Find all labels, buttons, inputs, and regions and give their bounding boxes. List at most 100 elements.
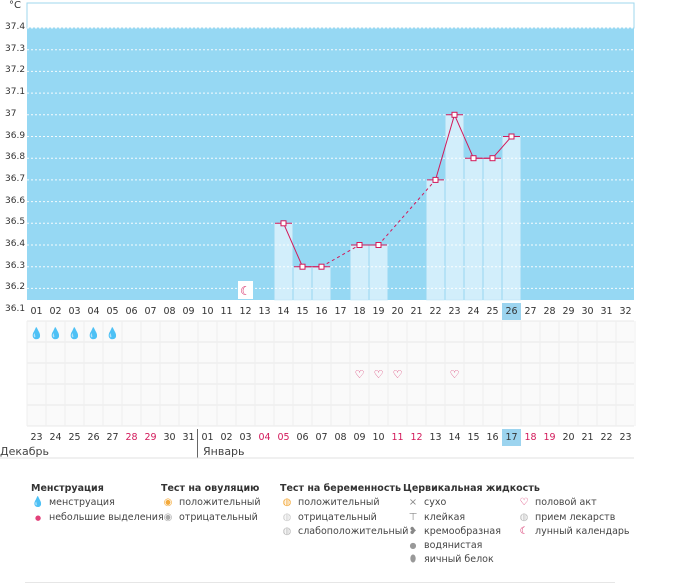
temperature-point-day-15 bbox=[299, 263, 306, 270]
watery-drop-icon: ● bbox=[409, 541, 417, 550]
legend-item-lunar: ☾ лунный календарь bbox=[517, 526, 630, 537]
date-label: 06 bbox=[296, 432, 309, 443]
temperature-column-day-18 bbox=[350, 244, 369, 301]
date-label: 14 bbox=[448, 432, 461, 443]
cycle-day-label: 09 bbox=[182, 306, 195, 317]
temperature-point-day-14 bbox=[280, 220, 287, 227]
legend-label: небольшие выделения bbox=[49, 512, 164, 523]
temperature-point-day-18 bbox=[356, 242, 363, 248]
dry-icon: × bbox=[408, 497, 418, 508]
legend-item-pregnancy-faint: ◍ слабоположительный bbox=[280, 526, 409, 537]
legend-title-ovulation-test: Тест на овуляцию bbox=[161, 483, 260, 494]
date-label: 09 bbox=[353, 432, 366, 443]
date-label: 30 bbox=[163, 432, 176, 443]
legend-label: половой акт bbox=[535, 497, 597, 508]
legend-label: положительный bbox=[298, 497, 380, 508]
y-tick-label: 36.4 bbox=[5, 239, 26, 249]
pill-icon: ◍ bbox=[519, 512, 529, 523]
y-tick-label: 37.1 bbox=[5, 87, 26, 98]
lunar-marker-bg bbox=[238, 281, 253, 299]
date-label: 29 bbox=[144, 432, 157, 443]
temperature-column-day-15 bbox=[293, 266, 312, 301]
cycle-day-label: 27 bbox=[524, 306, 537, 317]
date-label: 19 bbox=[543, 432, 556, 443]
date-label: 27 bbox=[106, 432, 119, 443]
date-label: 17 bbox=[502, 429, 521, 446]
date-label: 25 bbox=[68, 432, 81, 443]
cycle-day-label: 10 bbox=[201, 306, 214, 317]
legend-label: сухо bbox=[424, 497, 447, 508]
ovulation-positive-icon: ◉ bbox=[163, 497, 173, 508]
temperature-point-day-22 bbox=[432, 176, 439, 183]
cycle-day-label: 08 bbox=[163, 306, 176, 317]
cycle-day-label: 07 bbox=[144, 306, 157, 317]
date-label: 11 bbox=[391, 432, 404, 443]
egg-white-icon: ⬮ bbox=[409, 554, 417, 565]
cycle-day-label: 13 bbox=[258, 306, 271, 317]
temperature-point-day-23 bbox=[451, 111, 458, 118]
date-label: 28 bbox=[125, 432, 138, 443]
sticky-icon: ⊤ bbox=[408, 512, 418, 523]
plot-area bbox=[27, 28, 634, 300]
small-drop-icon: ● bbox=[34, 514, 42, 522]
cycle-day-label: 31 bbox=[600, 306, 613, 317]
legend-item-watery: ● водянистая bbox=[406, 540, 483, 551]
creamy-icon: ❥ bbox=[408, 526, 418, 537]
legend-label: кремообразная bbox=[424, 526, 501, 537]
date-label: 05 bbox=[277, 432, 290, 443]
cycle-day-label: 14 bbox=[277, 306, 290, 317]
cycle-day-label: 23 bbox=[448, 306, 461, 317]
heart-icon: ♡ bbox=[519, 497, 529, 508]
ovulation-negative-icon: ◉ bbox=[163, 512, 173, 523]
date-label: 31 bbox=[182, 432, 195, 443]
temperature-line-segment bbox=[321, 244, 360, 268]
menstruation-drop-icon: 💧 bbox=[68, 327, 82, 340]
date-label: 13 bbox=[429, 432, 442, 443]
legend-label: отрицательный bbox=[179, 512, 258, 523]
cycle-day-label: 26 bbox=[502, 303, 521, 320]
temperature-line-segment bbox=[454, 114, 474, 159]
cycle-day-label: 28 bbox=[543, 306, 556, 317]
cycle-day-label: 01 bbox=[30, 306, 43, 317]
cycle-day-label: 25 bbox=[486, 306, 499, 317]
legend-label: водянистая bbox=[424, 540, 483, 551]
y-tick-label: 36.7 bbox=[5, 173, 26, 184]
heart-icon: ♡ bbox=[393, 368, 403, 381]
menstruation-drop-icon: 💧 bbox=[30, 327, 44, 340]
date-label: 12 bbox=[410, 432, 423, 443]
temperature-line-segment bbox=[378, 179, 436, 246]
temperature-column-day-19 bbox=[369, 244, 388, 301]
menstruation-drop-icon: 💧 bbox=[31, 497, 45, 508]
y-tick-label: 37.2 bbox=[5, 65, 26, 76]
y-tick-label: 37 bbox=[5, 108, 17, 119]
y-tick-label: 36.3 bbox=[5, 260, 26, 271]
y-tick-label: 37.4 bbox=[5, 22, 26, 32]
date-label: 16 bbox=[486, 432, 499, 443]
y-tick-label: 36.5 bbox=[5, 217, 26, 228]
date-label: 20 bbox=[562, 432, 575, 443]
y-tick-label: 36.8 bbox=[5, 152, 26, 163]
date-label: 21 bbox=[581, 432, 594, 443]
legend-item-pregnancy-positive: ◍ положительный bbox=[280, 497, 380, 508]
chart-header-strip bbox=[26, 2, 635, 29]
cycle-day-label: 30 bbox=[581, 306, 594, 317]
temperature-line-segment bbox=[492, 136, 512, 159]
temperature-point-day-16 bbox=[318, 263, 325, 270]
legend-label: менструация bbox=[49, 497, 115, 508]
legend-title-menstruation: Менструация bbox=[31, 483, 104, 494]
y-tick-label: 36.2 bbox=[5, 282, 26, 293]
cycle-day-label: 06 bbox=[125, 306, 138, 317]
cycle-day-label: 15 bbox=[296, 306, 309, 317]
unit-label: °C bbox=[9, 0, 21, 11]
temperature-column-day-16 bbox=[312, 266, 331, 301]
date-label: 08 bbox=[334, 432, 347, 443]
cycle-day-label: 20 bbox=[391, 306, 404, 317]
legend-label: прием лекарств bbox=[535, 512, 616, 523]
date-label: 15 bbox=[467, 432, 480, 443]
date-label: 23 bbox=[30, 432, 43, 443]
cycle-day-label: 21 bbox=[410, 306, 423, 317]
date-label: 02 bbox=[220, 432, 233, 443]
temperature-line-segment bbox=[283, 223, 303, 267]
y-tick-label: 36.9 bbox=[5, 130, 26, 141]
